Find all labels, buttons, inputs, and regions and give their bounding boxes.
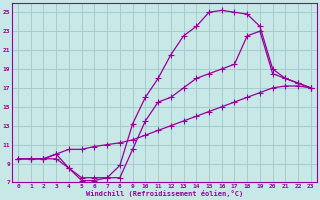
X-axis label: Windchill (Refroidissement éolien,°C): Windchill (Refroidissement éolien,°C) — [86, 190, 243, 197]
